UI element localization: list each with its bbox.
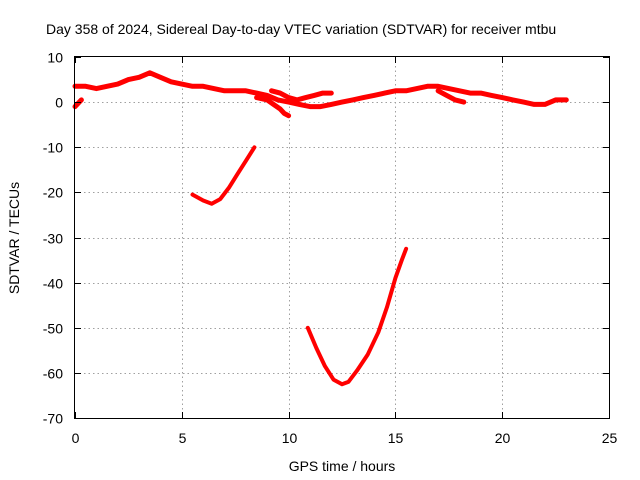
tick-labels: 0 5 10 15 20 25 10 0 -10 -20 -30 -40 -50 -60 -70 bbox=[43, 50, 618, 447]
y-tick-label: 10 bbox=[47, 50, 63, 66]
series-line-arc-spike-9h bbox=[254, 95, 292, 119]
y-tick-label: -70 bbox=[43, 411, 63, 427]
y-tick-label: -50 bbox=[43, 321, 63, 337]
plot-frame bbox=[74, 56, 610, 419]
y-tick-label: 0 bbox=[55, 95, 63, 111]
grid bbox=[75, 57, 609, 418]
y-tick-label: -20 bbox=[43, 185, 63, 201]
x-tick-label: 5 bbox=[179, 430, 187, 446]
y-tick-label: -10 bbox=[43, 140, 63, 156]
series-group bbox=[72, 70, 569, 387]
series-line-arc-branch-10h bbox=[269, 88, 334, 103]
x-tick-label: 10 bbox=[282, 430, 298, 446]
y-tick-label: -40 bbox=[43, 276, 63, 292]
y-tick-label: -60 bbox=[43, 366, 63, 382]
y-tick-label: -30 bbox=[43, 231, 63, 247]
series-line-arc-branch-18h bbox=[435, 88, 467, 105]
series-line-arc-main-band bbox=[72, 70, 569, 110]
x-tick-label: 25 bbox=[602, 430, 618, 446]
chart-title: Day 358 of 2024, Sidereal Day-to-day VTE… bbox=[46, 21, 556, 37]
x-tick-label: 15 bbox=[388, 430, 404, 446]
y-axis-label: SDTVAR / TECUs bbox=[6, 182, 22, 294]
x-tick-label: 0 bbox=[72, 430, 80, 446]
x-tick-label: 20 bbox=[495, 430, 511, 446]
series-line-arc-deep-dip bbox=[305, 246, 409, 387]
x-axis-label: GPS time / hours bbox=[289, 458, 396, 474]
series-line-arc-midday-dip bbox=[190, 145, 257, 206]
series-line-arc-start bbox=[72, 97, 84, 110]
ticks bbox=[75, 57, 610, 419]
